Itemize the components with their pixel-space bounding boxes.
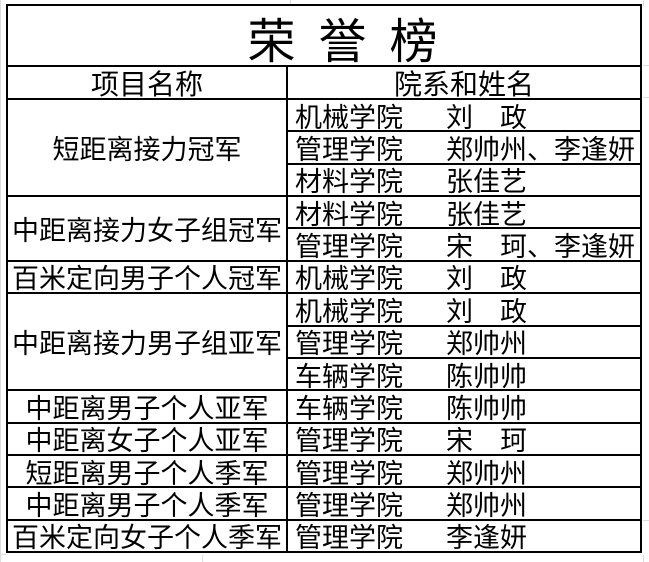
dept-label: 管理学院 — [295, 232, 403, 260]
sheet-gridline — [643, 555, 644, 562]
project-cell: 中距离男子个人亚军 — [8, 391, 286, 422]
name-label: 郑帅州、李逢妍 — [446, 135, 635, 163]
entry-cell: 机械学院 刘 政 — [288, 261, 640, 293]
name-label: 宋 珂 — [446, 426, 527, 454]
column-header-dept-name: 院系和姓名 — [288, 67, 640, 98]
entry-cell: 管理学院 郑帅州 — [288, 455, 640, 487]
sheet-gridline — [290, 0, 291, 4]
dept-label: 管理学院 — [295, 329, 403, 357]
entry-cell: 材料学院 张佳艺 — [288, 164, 640, 196]
project-cell: 中距离接力男子组亚军 — [8, 294, 286, 390]
honor-roll-table: 荣誉榜 项目名称 院系和姓名 短距离接力冠军 中距离接力女子组冠军 百米定向男子… — [6, 4, 642, 553]
entry-cell: 机械学院 刘 政 — [288, 100, 640, 131]
entry-cell: 管理学院 郑帅州、李逢妍 — [288, 132, 640, 163]
sheet-gridline — [202, 555, 203, 562]
entry-cell: 管理学院 宋 珂、李逢妍 — [288, 229, 640, 260]
dept-label: 车辆学院 — [295, 393, 403, 422]
name-label: 郑帅州 — [446, 458, 527, 487]
entry-cell: 管理学院 郑帅州 — [288, 488, 640, 519]
entry-cell: 管理学院 郑帅州 — [288, 326, 640, 357]
dept-label: 机械学院 — [295, 296, 403, 325]
name-label: 郑帅州 — [446, 490, 527, 519]
project-cell: 短距离男子个人季军 — [8, 455, 286, 487]
name-label: 宋 珂、李逢妍 — [446, 232, 635, 260]
entry-cell: 管理学院 李逢妍 — [288, 520, 640, 551]
dept-label: 管理学院 — [295, 135, 403, 163]
dept-label: 材料学院 — [295, 199, 403, 228]
dept-label: 管理学院 — [295, 490, 403, 519]
project-cell: 百米定向男子个人冠军 — [8, 261, 286, 293]
dept-label: 机械学院 — [295, 264, 403, 293]
sheet-gridline — [0, 0, 1, 562]
table-title: 荣誉榜 — [8, 6, 640, 65]
project-cell: 中距离接力女子组冠军 — [8, 197, 286, 260]
dept-label: 机械学院 — [295, 102, 403, 131]
sheet-gridline — [643, 65, 649, 66]
name-label: 李逢妍 — [446, 523, 527, 551]
name-label: 郑帅州 — [446, 329, 527, 357]
dept-label: 管理学院 — [295, 523, 403, 551]
name-label: 张佳艺 — [446, 167, 527, 196]
project-cell: 中距离女子个人亚军 — [8, 423, 286, 454]
entry-cell: 管理学院 宋 珂 — [288, 423, 640, 454]
name-label: 张佳艺 — [446, 199, 527, 228]
name-label: 陈帅帅 — [446, 393, 527, 422]
name-label: 陈帅帅 — [446, 361, 527, 390]
sheet-gridline — [643, 0, 644, 6]
entry-cell: 车辆学院 陈帅帅 — [288, 358, 640, 390]
sheet-gridline — [643, 520, 649, 521]
name-label: 刘 政 — [446, 296, 527, 325]
project-cell: 百米定向女子个人季军 — [8, 520, 286, 551]
project-cell: 中距离男子个人季军 — [8, 488, 286, 519]
entry-cell: 材料学院 张佳艺 — [288, 197, 640, 228]
column-header-project: 项目名称 — [8, 67, 286, 98]
dept-label: 管理学院 — [295, 426, 403, 454]
name-label: 刘 政 — [446, 102, 527, 131]
sheet-gridline — [643, 97, 649, 98]
name-label: 刘 政 — [446, 264, 527, 293]
dept-label: 材料学院 — [295, 167, 403, 196]
sheet-gridline — [0, 554, 6, 555]
entry-cell: 车辆学院 陈帅帅 — [288, 391, 640, 422]
project-cell: 短距离接力冠军 — [8, 100, 286, 196]
dept-label: 管理学院 — [295, 458, 403, 487]
entry-cell: 机械学院 刘 政 — [288, 294, 640, 325]
dept-label: 车辆学院 — [295, 361, 403, 390]
